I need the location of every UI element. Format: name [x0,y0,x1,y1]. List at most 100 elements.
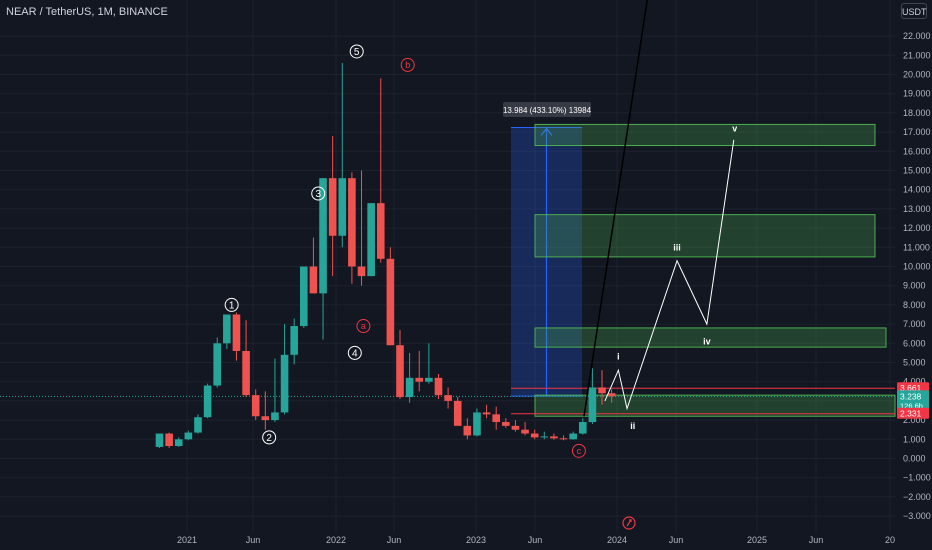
candle-body [502,422,510,426]
candle [319,178,327,340]
y-tick-label: 11.000 [903,242,930,252]
x-tick-label: Jun [669,535,684,545]
y-tick-label: 10.000 [903,262,931,272]
candle-body [251,395,260,417]
target-zone [534,327,887,348]
candle [203,383,212,419]
candle-body [376,203,385,259]
candle-body [463,425,472,436]
candle-body [482,412,491,415]
candle-body [338,178,347,236]
candle-body [223,314,231,344]
candle [588,368,597,424]
wave-label: iv [703,336,711,346]
candle-body [530,433,539,438]
candle [155,433,164,448]
candle-body [300,266,308,327]
candle [578,418,587,435]
candle [165,432,173,448]
candle [415,350,424,392]
candle [271,358,279,423]
candle-body [290,326,298,355]
y-tick-label: 1.000 [903,434,926,444]
measure-arrow-head [540,127,553,136]
y-tick-label: −1.000 [903,473,931,483]
candle-body [521,429,529,434]
candle-body [155,433,164,447]
candle-body [174,439,183,447]
y-tick-label: −2.000 [903,492,931,502]
wave-label-circle [349,44,364,59]
candle [280,324,289,415]
candle [232,312,241,361]
y-tick-label: 7.000 [903,319,926,329]
candles [155,62,616,448]
candle-body [271,412,279,421]
candle-body [328,178,337,236]
wave-label-circle [356,319,371,334]
y-tick-label: 5.000 [903,358,926,368]
measure-tool: 13.984 (433.10%) 13984 [503,102,592,397]
x-tick-label: Jun [809,535,824,545]
candle [396,329,404,399]
candle [425,343,433,384]
candle [511,420,520,432]
x-tick-label: 2025 [747,535,767,545]
candle [174,437,183,447]
wave-label-circle [311,186,326,201]
candle-body [232,314,241,351]
candle [444,387,452,409]
wave-label: a [361,321,366,331]
candle-body [357,266,366,277]
y-tick-label: 19.000 [903,89,931,99]
wave-projection-path [604,139,735,411]
y-tick-label: 20.000 [903,70,931,80]
candle-body [434,377,443,396]
x-tick-label: 20 [885,535,895,545]
target-zone [534,123,876,147]
candle-body [165,433,173,447]
grid [0,0,895,532]
candle-body [559,438,568,440]
x-tick-label: Jun [246,535,261,545]
wave-label-circle [347,345,362,360]
currency-unit-button[interactable]: USDT [901,3,927,19]
candle-body [261,416,270,421]
candle-body [386,258,395,346]
candle [376,78,385,263]
x-tick-label: 2021 [177,535,197,545]
candle-body [319,178,327,294]
y-tick-label: −3.000 [903,511,931,521]
wave-label: ii [630,421,635,431]
candle-body [511,425,520,430]
y-tick-label: 4.000 [903,377,926,387]
price-badge-label: 2.331 [900,409,922,419]
wave-label: c [577,446,582,456]
candle [251,389,260,421]
candle [530,429,539,440]
candle [338,62,347,248]
candle [405,352,414,403]
candle [453,397,462,426]
wave-label: 4 [352,348,358,359]
y-tick-label: 14.000 [903,185,931,195]
y-tick-label: 13.000 [903,204,931,214]
wave-label: 1 [229,300,235,311]
candle-body [473,412,481,436]
wave-label: v [732,123,737,133]
candle-body [203,385,212,418]
y-tick-label: 18.000 [903,108,931,118]
y-tick-label: 22.000 [903,31,931,41]
event-icon [622,516,636,530]
candle [607,389,616,403]
candle-body [242,350,250,396]
candle-body [405,377,414,398]
price-badge-label: 3.238 [900,391,922,401]
y-axis: 22.000 21.000 20.000 19.000 18.000 17.000 16.0… [903,31,931,521]
price-badge-label: 3.661 [900,383,922,393]
candle [540,431,549,440]
candle [550,433,558,440]
x-tick-label: 2024 [607,535,627,545]
